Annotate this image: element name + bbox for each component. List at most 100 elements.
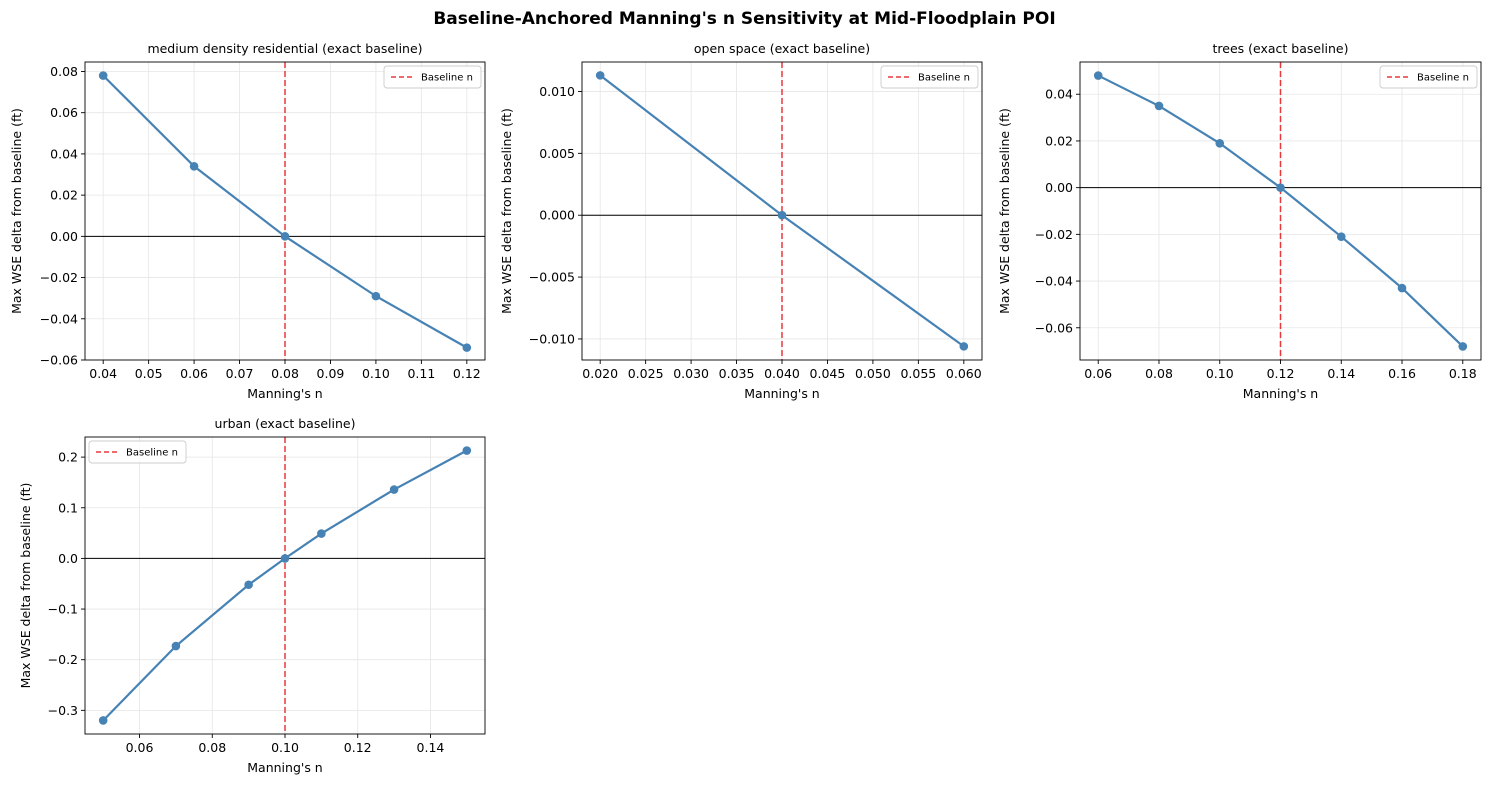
x-tick-label: 0.035 bbox=[719, 366, 755, 381]
legend: Baseline n bbox=[1379, 65, 1478, 89]
y-tick-label: 0.2 bbox=[58, 450, 78, 465]
y-tick-label: 0.000 bbox=[539, 208, 575, 223]
x-tick-label: 0.10 bbox=[1206, 366, 1234, 381]
y-axis-label: Max WSE delta from baseline (ft) bbox=[997, 108, 1012, 314]
data-point bbox=[1276, 183, 1285, 192]
y-tick-label: 0.04 bbox=[50, 146, 78, 161]
legend-label: Baseline n bbox=[918, 73, 970, 84]
subplot-3: 0.06 0.08 0.10 0.12 0.14 −0.3 −0.2 −0.1 0.0 0.1 0.… bbox=[18, 416, 486, 775]
y-tick-label: −0.010 bbox=[529, 331, 575, 346]
y-tick-label: −0.04 bbox=[40, 311, 78, 326]
legend-box bbox=[88, 440, 187, 464]
data-point bbox=[1215, 138, 1225, 148]
y-tick-label: −0.02 bbox=[40, 270, 78, 285]
subplot-title: open space (exact baseline) bbox=[694, 41, 870, 56]
subplot-2: 0.06 0.08 0.10 0.12 0.14 0.16 0.18 −0.06 −0.04 −0… bbox=[997, 41, 1482, 401]
x-tick-label: 0.040 bbox=[764, 366, 800, 381]
x-tick-label: 0.12 bbox=[453, 366, 481, 381]
x-tick-label: 0.04 bbox=[89, 366, 117, 381]
y-tick-label: 0.00 bbox=[50, 229, 78, 244]
data-point bbox=[317, 529, 326, 538]
subplot-title: urban (exact baseline) bbox=[215, 416, 356, 431]
x-tick-label: 0.09 bbox=[317, 366, 345, 381]
x-axis-label: Manning's n bbox=[247, 760, 322, 775]
y-tick-label: 0.1 bbox=[58, 500, 78, 515]
legend-label: Baseline n bbox=[126, 448, 178, 459]
legend-box bbox=[1379, 65, 1478, 89]
subplot-0: 0.04 0.05 0.06 0.07 0.08 0.09 0.10 0.11 0.12 −0.0… bbox=[9, 41, 486, 401]
data-point bbox=[171, 641, 181, 651]
x-tick-label: 0.10 bbox=[271, 740, 299, 755]
x-axis-label: Manning's n bbox=[247, 386, 322, 401]
subplot-title: trees (exact baseline) bbox=[1212, 41, 1348, 56]
y-tick-label: 0.08 bbox=[50, 64, 78, 79]
y-axis-label: Max WSE delta from baseline (ft) bbox=[18, 483, 33, 689]
x-tick-label: 0.020 bbox=[582, 366, 618, 381]
data-point bbox=[98, 71, 108, 80]
x-tick-label: 0.11 bbox=[407, 366, 435, 381]
y-tick-label: −0.3 bbox=[48, 703, 78, 718]
x-tick-label: 0.050 bbox=[855, 366, 891, 381]
y-tick-label: 0.06 bbox=[50, 105, 78, 120]
y-tick-label: 0.00 bbox=[1045, 180, 1073, 195]
y-tick-label: 0.04 bbox=[1045, 87, 1073, 102]
y-axis-label: Max WSE delta from baseline (ft) bbox=[499, 108, 514, 314]
y-tick-label: 0.0 bbox=[58, 551, 78, 566]
x-axis-label: Manning's n bbox=[1243, 386, 1318, 401]
x-tick-label: 0.045 bbox=[810, 366, 846, 381]
data-point bbox=[1154, 101, 1164, 111]
legend: Baseline n bbox=[383, 65, 482, 89]
data-point bbox=[98, 716, 108, 725]
data-point bbox=[389, 485, 399, 494]
x-axis-label: Manning's n bbox=[744, 386, 819, 401]
y-tick-label: 0.005 bbox=[539, 146, 575, 161]
data-point bbox=[189, 161, 199, 171]
y-tick-label: −0.2 bbox=[48, 652, 78, 667]
x-tick-label: 0.08 bbox=[271, 366, 299, 381]
y-tick-label: −0.1 bbox=[48, 602, 78, 617]
y-tick-label: −0.04 bbox=[1035, 274, 1073, 289]
x-tick-label: 0.14 bbox=[1327, 366, 1355, 381]
data-point bbox=[280, 554, 290, 563]
data-point bbox=[462, 446, 472, 455]
x-tick-label: 0.16 bbox=[1388, 366, 1416, 381]
legend: Baseline n bbox=[880, 65, 979, 89]
data-point bbox=[462, 343, 472, 352]
x-tick-label: 0.06 bbox=[180, 366, 208, 381]
x-tick-label: 0.030 bbox=[673, 366, 709, 381]
x-tick-label: 0.10 bbox=[362, 366, 390, 381]
x-tick-label: 0.060 bbox=[946, 366, 982, 381]
data-point bbox=[595, 71, 605, 80]
y-tick-label: −0.06 bbox=[40, 353, 78, 368]
x-tick-label: 0.025 bbox=[628, 366, 664, 381]
subplots: 0.04 0.05 0.06 0.07 0.08 0.09 0.10 0.11 0.12 −0.0… bbox=[9, 41, 1482, 775]
legend-label: Baseline n bbox=[1417, 73, 1469, 84]
data-point bbox=[280, 232, 290, 241]
legend-box bbox=[383, 65, 482, 89]
data-point bbox=[1397, 283, 1407, 293]
x-tick-label: 0.06 bbox=[126, 740, 154, 755]
x-tick-label: 0.055 bbox=[900, 366, 936, 381]
subplot-title: medium density residential (exact baseli… bbox=[147, 41, 422, 56]
y-axis-label: Max WSE delta from baseline (ft) bbox=[9, 108, 24, 314]
figure-title: Baseline-Anchored Manning's n Sensitivit… bbox=[433, 9, 1055, 29]
y-tick-label: −0.06 bbox=[1035, 320, 1073, 335]
subplot-1: 0.020 0.025 0.030 0.035 0.040 0.045 0.050 0.055… bbox=[499, 41, 983, 401]
x-tick-label: 0.08 bbox=[1145, 366, 1173, 381]
x-tick-label: 0.05 bbox=[135, 366, 163, 381]
y-tick-label: −0.005 bbox=[529, 270, 575, 285]
legend-box bbox=[880, 65, 979, 89]
data-point bbox=[777, 210, 787, 220]
x-tick-label: 0.08 bbox=[198, 740, 226, 755]
y-tick-label: 0.02 bbox=[50, 188, 78, 203]
data-point bbox=[1336, 232, 1346, 241]
x-tick-label: 0.07 bbox=[226, 366, 254, 381]
x-tick-label: 0.12 bbox=[344, 740, 372, 755]
data-point bbox=[959, 342, 969, 351]
data-point bbox=[371, 291, 381, 301]
x-tick-label: 0.18 bbox=[1449, 366, 1477, 381]
data-point bbox=[1093, 71, 1103, 80]
data-point bbox=[244, 580, 253, 590]
